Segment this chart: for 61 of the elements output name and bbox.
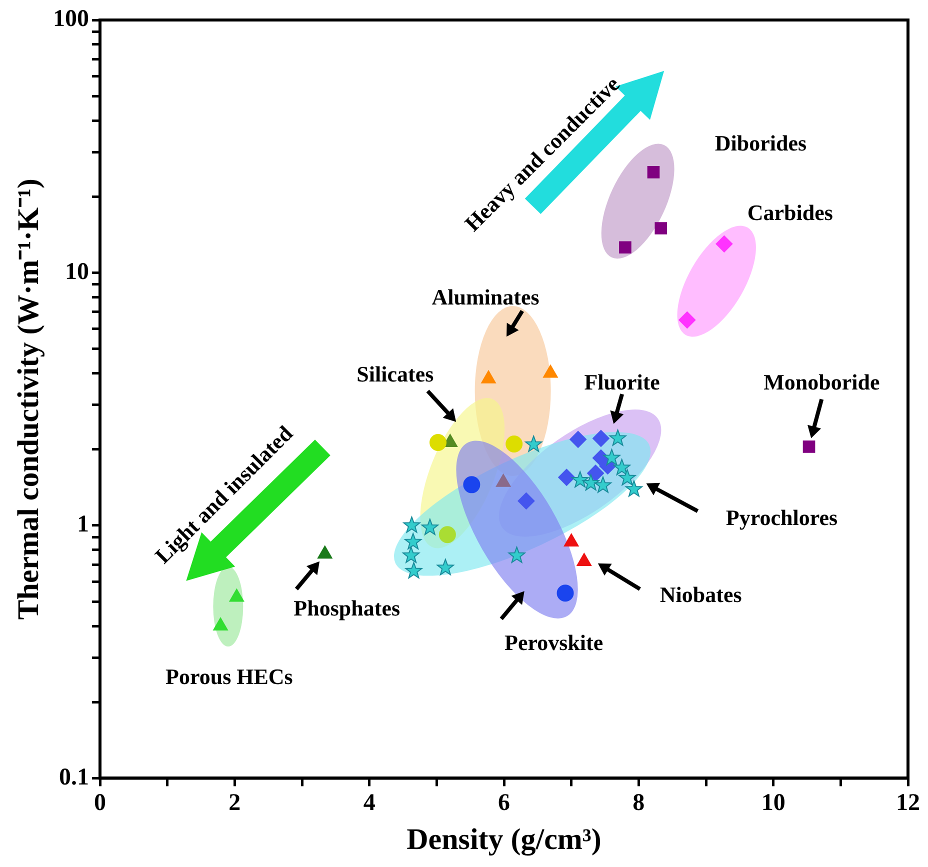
annotation: Aluminates — [432, 284, 540, 310]
point — [317, 546, 332, 559]
point — [518, 492, 535, 510]
y-tick-label: 0.1 — [59, 764, 89, 790]
point — [508, 546, 526, 563]
x-axis-title: Density (g/cm³) — [406, 822, 602, 856]
point — [403, 516, 420, 533]
point — [613, 458, 630, 476]
point — [592, 430, 610, 447]
point — [582, 474, 600, 491]
x-tick-label: 10 — [761, 790, 786, 816]
annotation: Monoboride — [764, 370, 880, 395]
point — [587, 464, 604, 482]
point — [430, 434, 447, 451]
y-tick-label: 10 — [65, 258, 89, 285]
annotation: Porous HECs — [166, 664, 294, 690]
y-axis-title: Thermal conductivity (W·m⁻¹·K⁻¹) — [12, 178, 45, 620]
point — [619, 241, 632, 254]
point — [618, 469, 636, 486]
annotation: Fluorite — [584, 370, 660, 395]
point — [404, 533, 422, 550]
point — [802, 440, 816, 453]
point — [654, 222, 668, 234]
point — [556, 584, 574, 602]
annotation: Niobates — [660, 582, 742, 607]
point — [716, 235, 733, 252]
point — [405, 562, 422, 578]
point — [564, 534, 579, 547]
point — [678, 312, 696, 329]
point — [229, 588, 244, 602]
point — [421, 518, 439, 536]
y-tick-label: 1 — [77, 512, 89, 538]
x-tick-label: 0 — [94, 790, 106, 816]
point — [572, 471, 589, 488]
x-tick-label: 8 — [632, 790, 645, 816]
x-tick-label: 4 — [363, 790, 376, 816]
point — [603, 448, 620, 466]
point — [436, 558, 454, 576]
point — [438, 526, 456, 544]
point — [558, 468, 576, 486]
y-tick-label: 100 — [53, 6, 89, 32]
annotation: Phosphates — [294, 595, 400, 620]
point — [402, 546, 420, 563]
point — [594, 476, 612, 493]
annotation: Pyrochlores — [726, 504, 838, 530]
annotation: Diborides — [714, 130, 807, 156]
point — [463, 476, 480, 494]
point — [647, 166, 660, 178]
x-tick-label: 6 — [498, 790, 510, 816]
x-tick-label: 12 — [896, 790, 920, 816]
point — [609, 429, 626, 446]
annotation: Silicates — [356, 361, 434, 386]
point — [570, 430, 587, 448]
annotation: Carbides — [747, 200, 834, 226]
point — [525, 436, 542, 452]
annotation: Perovskite — [504, 630, 604, 656]
point — [506, 436, 523, 453]
point — [625, 480, 643, 497]
x-tick-label: 2 — [228, 790, 241, 816]
point — [213, 618, 228, 631]
point — [576, 553, 592, 566]
